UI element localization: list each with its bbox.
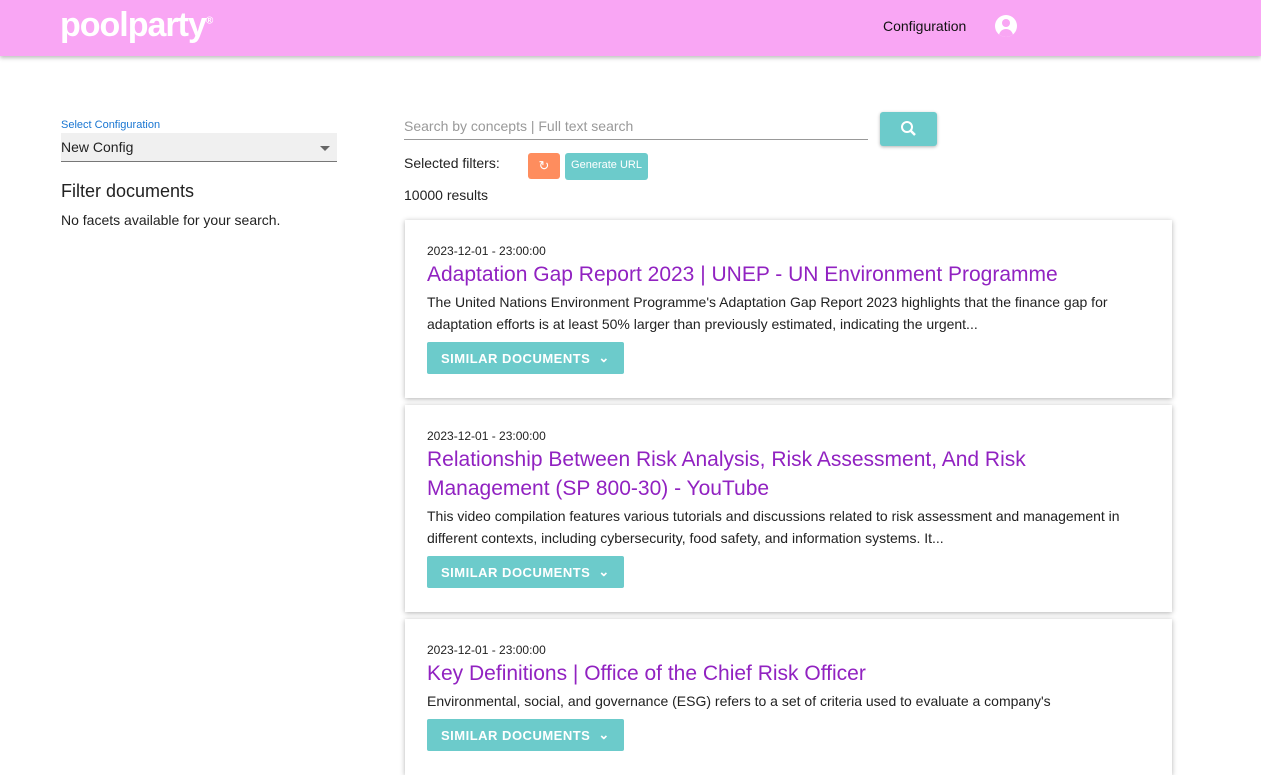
result-card: 2023-12-01 - 23:00:00 Adaptation Gap Rep… — [405, 220, 1172, 398]
search-icon — [901, 121, 916, 136]
refresh-icon: ↻ — [538, 158, 550, 173]
result-title[interactable]: Relationship Between Risk Analysis, Risk… — [427, 448, 1026, 500]
selected-filters-label: Selected filters: — [404, 155, 500, 171]
similar-documents-button[interactable]: SIMILAR DOCUMENTS ⌄ — [427, 342, 624, 374]
no-facets-text: No facets available for your search. — [61, 212, 281, 228]
config-select-value: New Config — [61, 139, 134, 155]
reset-filters-button[interactable]: ↻ — [528, 153, 560, 179]
similar-documents-button[interactable]: SIMILAR DOCUMENTS ⌄ — [427, 556, 624, 588]
result-date: 2023-12-01 - 23:00:00 — [427, 643, 546, 657]
result-title[interactable]: Adaptation Gap Report 2023 | UNEP - UN E… — [427, 263, 1058, 286]
result-title[interactable]: Key Definitions | Office of the Chief Ri… — [427, 662, 866, 685]
generate-url-button[interactable]: Generate URL — [565, 153, 648, 180]
result-description: This video compilation features various … — [427, 508, 1120, 546]
results-count: 10000 results — [404, 187, 489, 203]
chevron-down-icon: ⌄ — [598, 564, 610, 579]
result-description: Environmental, social, and governance (E… — [427, 693, 1051, 709]
chevron-down-icon: ⌄ — [598, 350, 610, 365]
user-avatar-icon[interactable] — [995, 15, 1017, 37]
result-description: The United Nations Environment Programme… — [427, 294, 1108, 332]
search-button[interactable] — [880, 112, 937, 146]
config-select[interactable]: New Config — [61, 133, 337, 162]
result-date: 2023-12-01 - 23:00:00 — [427, 244, 546, 258]
result-date: 2023-12-01 - 23:00:00 — [427, 429, 546, 443]
configuration-link[interactable]: Configuration — [883, 18, 967, 34]
similar-documents-button[interactable]: SIMILAR DOCUMENTS ⌄ — [427, 719, 624, 751]
search-input[interactable] — [404, 113, 868, 140]
select-config-label: Select Configuration — [61, 119, 161, 131]
result-card: 2023-12-01 - 23:00:00 Relationship Betwe… — [405, 405, 1172, 612]
result-card: 2023-12-01 - 23:00:00 Key Definitions | … — [405, 619, 1172, 775]
app-header: poolparty® Configuration — [0, 0, 1261, 56]
chevron-down-icon: ⌄ — [598, 727, 610, 742]
poolparty-logo[interactable]: poolparty® — [60, 6, 213, 44]
filter-title: Filter documents — [61, 181, 195, 201]
